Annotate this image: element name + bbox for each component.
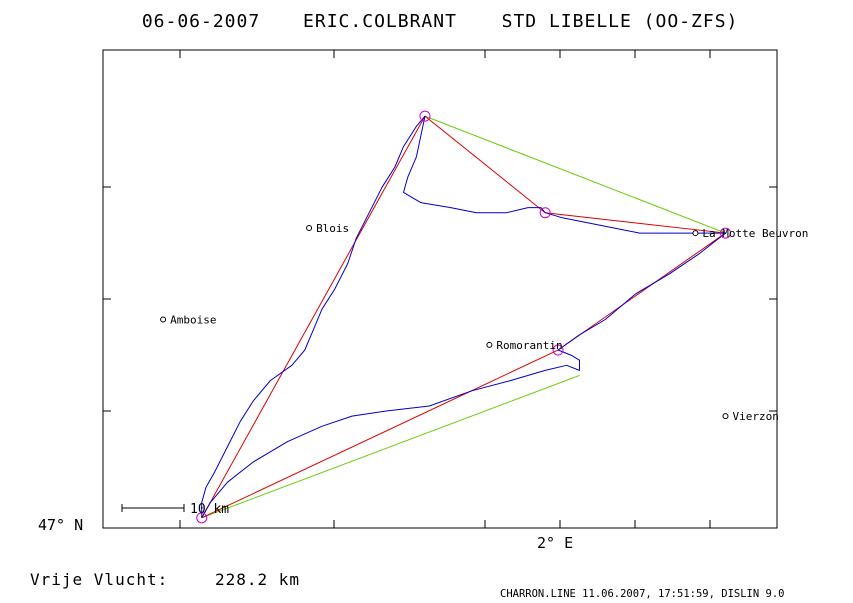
closing-lines bbox=[201, 115, 726, 519]
closing-line-1 bbox=[201, 374, 580, 519]
town-marker-0 bbox=[306, 224, 313, 231]
task-leg-2 bbox=[545, 212, 726, 234]
town-label-1: La Motte Beuvron bbox=[702, 227, 808, 240]
town-label-4: Vierzon bbox=[732, 410, 778, 423]
town-label-3: Romorantin bbox=[496, 339, 562, 352]
lon-axis-label: 2° E bbox=[537, 534, 573, 552]
turnpoint-3 bbox=[719, 227, 731, 239]
gps-track bbox=[201, 115, 726, 519]
turnpoint-4 bbox=[552, 344, 564, 356]
task-leg-4 bbox=[201, 349, 559, 519]
distance-value: 228.2 km bbox=[215, 570, 300, 589]
turnpoint-0 bbox=[196, 512, 208, 524]
distance-label: Vrije Vlucht: bbox=[30, 570, 168, 589]
scale-bar-label: 10 km bbox=[190, 502, 229, 517]
lat-axis-label: 47° N bbox=[38, 516, 83, 534]
pilot-name: ERIC.COLBRANT bbox=[303, 11, 457, 32]
credit-line: CHARRON.LINE 11.06.2007, 17:51:59, DISLI… bbox=[500, 588, 784, 600]
turnpoint-1 bbox=[419, 110, 431, 122]
axis-ticks bbox=[103, 50, 777, 528]
town-marker-2 bbox=[160, 316, 167, 323]
chart-header: 06-06-2007 ERIC.COLBRANT STD LIBELLE (OO… bbox=[142, 11, 739, 32]
town-label-2: Amboise bbox=[170, 314, 216, 327]
scale-bar: 10 km bbox=[121, 502, 229, 517]
task-leg-0 bbox=[201, 115, 426, 519]
town-marker-3 bbox=[486, 341, 493, 348]
town-markers: Blois La Motte Beuvron Amboise Romorantin Vi… bbox=[160, 222, 808, 423]
glider-name: STD LIBELLE (OO-ZFS) bbox=[502, 11, 739, 32]
chart-footer: Vrije Vlucht: 228.2 km CHARRON.LINE 11.0… bbox=[30, 570, 784, 600]
task-leg-1 bbox=[424, 115, 546, 214]
flight-date: 06-06-2007 bbox=[142, 11, 260, 32]
plot-frame bbox=[102, 49, 778, 529]
closing-line-0 bbox=[424, 115, 726, 234]
turnpoint-markers bbox=[196, 110, 731, 524]
town-marker-4 bbox=[722, 413, 729, 420]
town-label-0: Blois bbox=[316, 222, 349, 235]
axis-labels: 47° N 2° E bbox=[38, 516, 573, 552]
turnpoint-2 bbox=[539, 207, 551, 219]
track-line bbox=[201, 115, 726, 519]
town-marker-1 bbox=[692, 230, 699, 237]
task-lines bbox=[201, 115, 726, 519]
